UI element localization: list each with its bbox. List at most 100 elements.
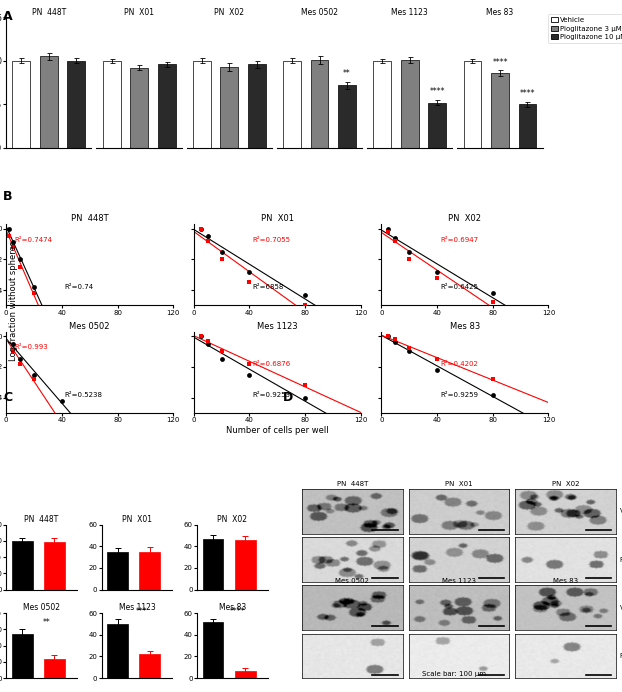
Point: [432, 354, 442, 365]
Point: [203, 230, 213, 242]
Title: PN  448T: PN 448T: [71, 215, 109, 224]
Bar: [220, 67, 238, 148]
Text: ****: ****: [230, 607, 245, 616]
Point: [216, 246, 226, 257]
Title: Mes 83: Mes 83: [450, 322, 480, 331]
Title: Mes 0502: Mes 0502: [23, 603, 60, 612]
Text: R²=0.74: R²=0.74: [65, 284, 94, 290]
Text: ****: ****: [520, 89, 535, 98]
Text: R²=0.6876: R²=0.6876: [253, 361, 290, 367]
X-axis label: Number of cells per well: Number of cells per well: [226, 426, 328, 435]
Bar: [67, 61, 85, 148]
Point: [15, 262, 25, 273]
Point: [216, 354, 226, 365]
Text: R²=0.9253: R²=0.9253: [253, 392, 290, 398]
Title: PN  448T: PN 448T: [337, 482, 368, 487]
Point: [29, 282, 39, 293]
Title: Mes 1123: Mes 1123: [119, 603, 156, 612]
Point: [196, 223, 206, 234]
Title: Mes 0502: Mes 0502: [335, 578, 369, 583]
Point: [15, 254, 25, 265]
Point: [404, 346, 414, 357]
Title: PN  X01: PN X01: [261, 215, 294, 224]
Title: Mes 0502: Mes 0502: [301, 8, 338, 17]
Bar: [519, 104, 536, 148]
Title: Mes 1123: Mes 1123: [442, 578, 476, 583]
Point: [432, 272, 442, 283]
Point: [8, 242, 18, 253]
Bar: [157, 64, 175, 148]
Text: R²=0.6947: R²=0.6947: [440, 237, 478, 243]
Point: [391, 337, 401, 348]
Text: ****: ****: [430, 87, 445, 96]
Title: PN  X01: PN X01: [445, 482, 473, 487]
Text: R²=0.7055: R²=0.7055: [253, 237, 290, 243]
Text: ***: ***: [136, 607, 147, 616]
Point: [300, 392, 310, 403]
Title: Mes 1123: Mes 1123: [257, 322, 298, 331]
Bar: [283, 61, 301, 148]
Bar: [234, 671, 256, 678]
Point: [300, 289, 310, 300]
Bar: [463, 61, 481, 148]
Bar: [139, 655, 160, 678]
Bar: [44, 659, 65, 678]
Point: [383, 223, 393, 234]
Title: PN  448T: PN 448T: [32, 8, 66, 17]
Point: [216, 254, 226, 265]
Bar: [193, 61, 211, 148]
Bar: [107, 552, 128, 590]
Point: [29, 288, 39, 299]
Point: [488, 389, 498, 400]
Point: [383, 226, 393, 237]
Point: [488, 288, 498, 299]
Point: [244, 266, 254, 277]
Title: Mes 83: Mes 83: [486, 8, 514, 17]
Text: Log fraction without spheres: Log fraction without spheres: [9, 241, 18, 361]
Text: R²=0.993: R²=0.993: [14, 345, 49, 350]
Point: [300, 300, 310, 311]
Text: Scale bar: 100 μm: Scale bar: 100 μm: [422, 671, 486, 677]
Title: PN  X01: PN X01: [122, 515, 152, 524]
Text: A: A: [3, 10, 12, 24]
Point: [244, 369, 254, 380]
Text: R²=0.7474: R²=0.7474: [14, 237, 53, 243]
Legend: • Vehicle, ■ Pioglitazone 10 μM: • Vehicle, ■ Pioglitazone 10 μM: [572, 231, 622, 251]
Text: R²=0.4202: R²=0.4202: [440, 361, 478, 367]
Text: C: C: [3, 391, 12, 404]
Point: [404, 343, 414, 354]
Title: Mes 83: Mes 83: [219, 603, 246, 612]
Title: PN  448T: PN 448T: [24, 515, 58, 524]
Text: ****: ****: [492, 58, 508, 67]
Bar: [130, 68, 148, 148]
Title: PN  X02: PN X02: [217, 515, 248, 524]
Text: R²=0.6425: R²=0.6425: [440, 284, 478, 290]
Title: Mes 0502: Mes 0502: [70, 322, 110, 331]
Point: [203, 338, 213, 349]
Title: Mes 83: Mes 83: [553, 578, 578, 583]
Bar: [234, 540, 256, 590]
Legend: Vehicle, Pioglitazone 3 μM, Pioglitazone 10 μM: Vehicle, Pioglitazone 3 μM, Pioglitazone…: [548, 15, 622, 43]
Point: [8, 237, 18, 248]
Title: PN  X01: PN X01: [124, 8, 154, 17]
Point: [488, 374, 498, 385]
Title: PN  X02: PN X02: [552, 482, 579, 487]
Bar: [491, 73, 509, 148]
Title: PN  X02: PN X02: [215, 8, 244, 17]
Point: [244, 358, 254, 370]
Point: [15, 354, 25, 365]
Bar: [40, 57, 58, 148]
Text: D: D: [283, 391, 293, 404]
Text: **: **: [42, 618, 50, 627]
Bar: [248, 64, 266, 148]
Point: [391, 235, 401, 246]
Point: [404, 246, 414, 257]
Text: R²=0.9259: R²=0.9259: [440, 392, 478, 398]
Title: Mes 1123: Mes 1123: [391, 8, 428, 17]
Text: R²=6858: R²=6858: [253, 284, 284, 290]
Point: [4, 230, 14, 242]
Point: [391, 233, 401, 244]
Text: Vehicle: Vehicle: [620, 605, 622, 611]
Point: [196, 223, 206, 234]
Text: B: B: [3, 190, 12, 203]
